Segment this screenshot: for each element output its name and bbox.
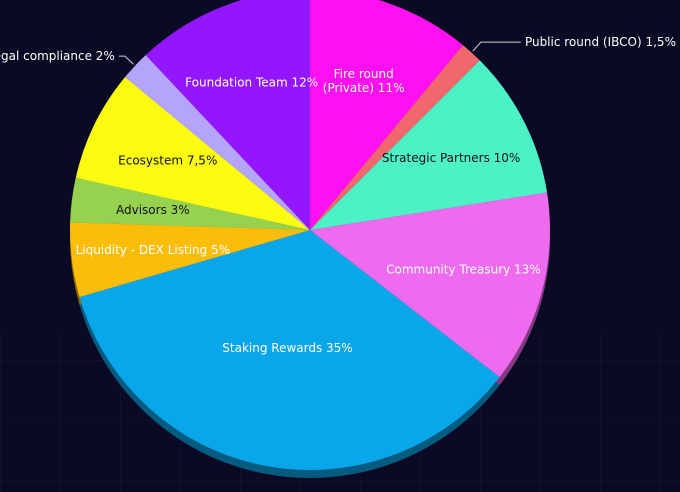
slice-1 xyxy=(310,45,480,231)
slice-9 xyxy=(145,0,310,230)
slice-4 xyxy=(79,230,500,471)
slice-label-2: Strategic Partners 10% xyxy=(382,151,520,165)
slice-label-4: Staking Rewards 35% xyxy=(222,341,352,355)
leader-line-1 xyxy=(472,41,521,52)
slice-label-3: Community Treasury 13% xyxy=(386,262,541,276)
pie-labels: Fire round (Private) 11% Public round (IBC… xyxy=(0,35,676,355)
slice-label-9: Foundation Team 12% xyxy=(185,76,318,90)
slice-2 xyxy=(310,60,548,230)
slice-7 xyxy=(75,77,311,230)
slice-3 xyxy=(310,192,550,378)
slice-label-5: Liquidity - DEX Listing 5% xyxy=(76,243,231,257)
slice-label-0: Fire round (Private) 11% xyxy=(323,67,405,95)
slice-6 xyxy=(70,177,310,230)
pie-slices xyxy=(70,0,550,479)
slice-label-8: Legal compliance 2% xyxy=(0,49,115,63)
slice-5 xyxy=(70,222,310,297)
slice-label-7: Ecosystem 7,5% xyxy=(118,153,217,167)
slice-label-1: Public round (IBCO) 1,5% xyxy=(525,35,676,49)
leader-line-8 xyxy=(118,55,134,65)
slice-8 xyxy=(125,55,311,230)
slice-0 xyxy=(310,0,463,230)
slice-label-6: Advisors 3% xyxy=(116,203,190,217)
